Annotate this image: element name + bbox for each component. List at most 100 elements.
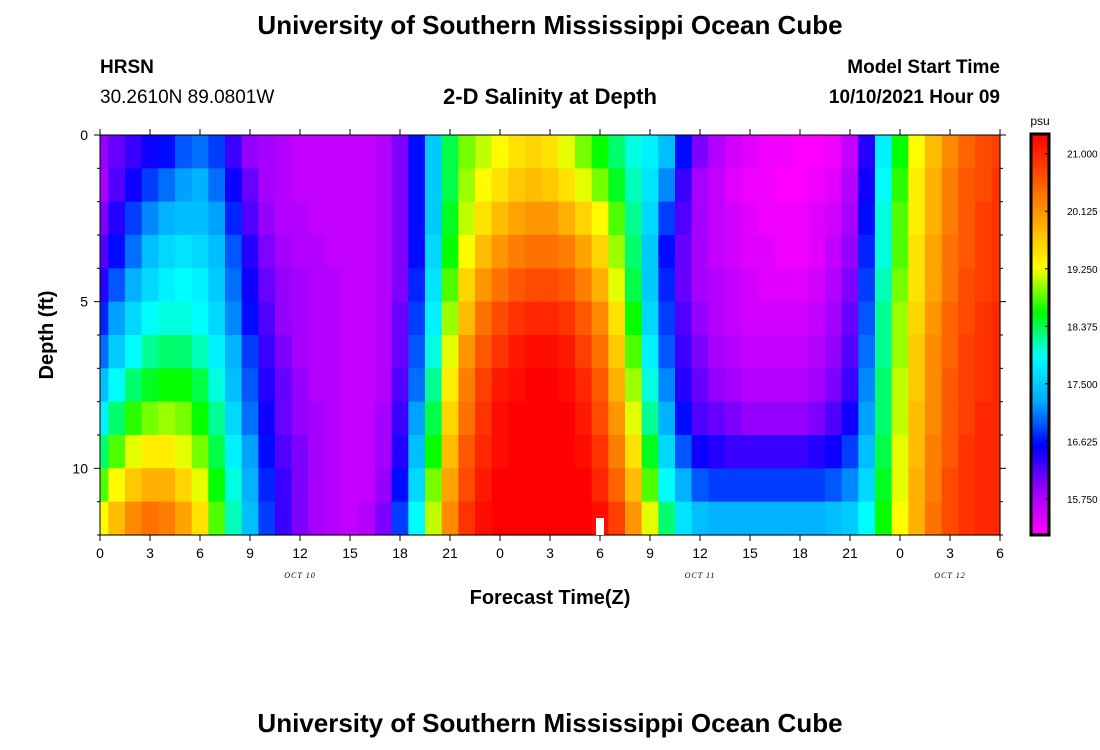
heatmap-cell — [191, 301, 209, 336]
heatmap-cell — [525, 235, 543, 269]
heatmap-cell — [725, 201, 743, 236]
heatmap-cell — [291, 201, 309, 236]
heatmap-cell — [675, 268, 693, 303]
heatmap-cell — [241, 501, 259, 536]
heatmap-cell — [325, 135, 343, 169]
heatmap-cell — [441, 168, 459, 203]
x-tick-label: 12 — [292, 545, 308, 561]
heatmap-cell — [891, 301, 909, 336]
heatmap-cell — [108, 435, 126, 469]
heatmap-cell — [958, 235, 976, 269]
heatmap-cell — [908, 168, 926, 203]
heatmap-cell — [558, 335, 576, 369]
heatmap-cell — [225, 401, 243, 436]
heatmap-cell — [441, 268, 459, 303]
heatmap-cell — [875, 468, 893, 503]
heatmap-cell — [691, 501, 709, 536]
heatmap-cell — [158, 135, 176, 169]
heatmap-cell — [391, 501, 409, 536]
heatmap-cell — [808, 301, 826, 336]
heatmap-cell — [491, 501, 509, 536]
heatmap-cell — [875, 435, 893, 469]
heatmap-cell — [741, 501, 759, 536]
heatmap-cell — [658, 501, 676, 536]
heatmap-cell — [158, 435, 176, 469]
heatmap-cell — [758, 268, 776, 303]
heatmap-cell — [491, 468, 509, 503]
heatmap-cell — [275, 301, 293, 336]
heatmap-cell — [791, 235, 809, 269]
heatmap-cell — [908, 401, 926, 436]
heatmap-cell — [100, 401, 109, 436]
heatmap-cell — [975, 401, 993, 436]
heatmap-cell — [108, 235, 126, 269]
heatmap-cell — [808, 168, 826, 203]
heatmap-cell — [475, 135, 493, 169]
heatmap-cell — [591, 168, 609, 203]
heatmap-cell — [208, 468, 226, 503]
heatmap-cell — [875, 201, 893, 236]
heatmap-cell — [191, 368, 209, 403]
heatmap-cell — [791, 401, 809, 436]
heatmap-cell — [541, 401, 559, 436]
heatmap-cell — [125, 201, 143, 236]
heatmap-cell — [691, 135, 709, 169]
heatmap-cell — [491, 335, 509, 369]
heatmap-cell — [741, 301, 759, 336]
heatmap-cell — [558, 135, 576, 169]
heatmap-cell — [358, 301, 376, 336]
heatmap-cell — [408, 235, 426, 269]
heatmap-cell — [408, 268, 426, 303]
heatmap-cell — [641, 335, 659, 369]
heatmap-cell — [975, 368, 993, 403]
heatmap-cell — [125, 168, 143, 203]
heatmap-cell — [658, 135, 676, 169]
heatmap-cell — [941, 335, 959, 369]
colorbar-tick-label: 16.625 — [1067, 437, 1098, 448]
heatmap-cell — [108, 268, 126, 303]
heatmap-cell — [608, 168, 626, 203]
heatmap-cell — [425, 468, 443, 503]
date-labels: OCT 10 OCT 11 OCT 12 — [284, 571, 964, 580]
heatmap-cell — [841, 468, 859, 503]
heatmap-cell — [158, 268, 176, 303]
heatmap-cell — [958, 435, 976, 469]
heatmap-cell — [208, 435, 226, 469]
heatmap-cell — [308, 501, 326, 536]
heatmap-cell — [325, 301, 343, 336]
heatmap-cell — [408, 335, 426, 369]
heatmap-cell — [275, 235, 293, 269]
heatmap-cell — [475, 235, 493, 269]
heatmap-cell — [925, 168, 943, 203]
station-coordinates: 30.2610N 89.0801W — [100, 87, 275, 108]
heatmap-cell — [891, 468, 909, 503]
heatmap-cell — [591, 135, 609, 169]
x-tick-label: 0 — [896, 545, 904, 561]
heatmap-cell — [291, 501, 309, 536]
heatmap-cell — [741, 168, 759, 203]
heatmap-cell — [125, 501, 143, 536]
heatmap-cell — [391, 268, 409, 303]
heatmap-cell — [558, 501, 576, 536]
heatmap-cell — [508, 235, 526, 269]
heatmap-cell — [608, 468, 626, 503]
y-tick-label: 0 — [80, 127, 88, 143]
heatmap-cell — [625, 135, 643, 169]
heatmap-cell — [575, 168, 593, 203]
heatmap-cell — [675, 301, 693, 336]
heatmap-cell — [675, 368, 693, 403]
heatmap-cell — [375, 235, 393, 269]
heatmap-cell — [125, 235, 143, 269]
heatmap-cell — [358, 368, 376, 403]
heatmap-cell — [241, 468, 259, 503]
heatmap-cell — [408, 435, 426, 469]
heatmap-cell — [875, 135, 893, 169]
heatmap-cell — [325, 335, 343, 369]
heatmap-cell — [375, 435, 393, 469]
heatmap-cell — [258, 501, 276, 536]
heatmap-cell — [175, 401, 193, 436]
heatmap-cell — [841, 401, 859, 436]
heatmap-cell — [558, 235, 576, 269]
heatmap-cell — [708, 368, 726, 403]
heatmap-cell — [241, 235, 259, 269]
